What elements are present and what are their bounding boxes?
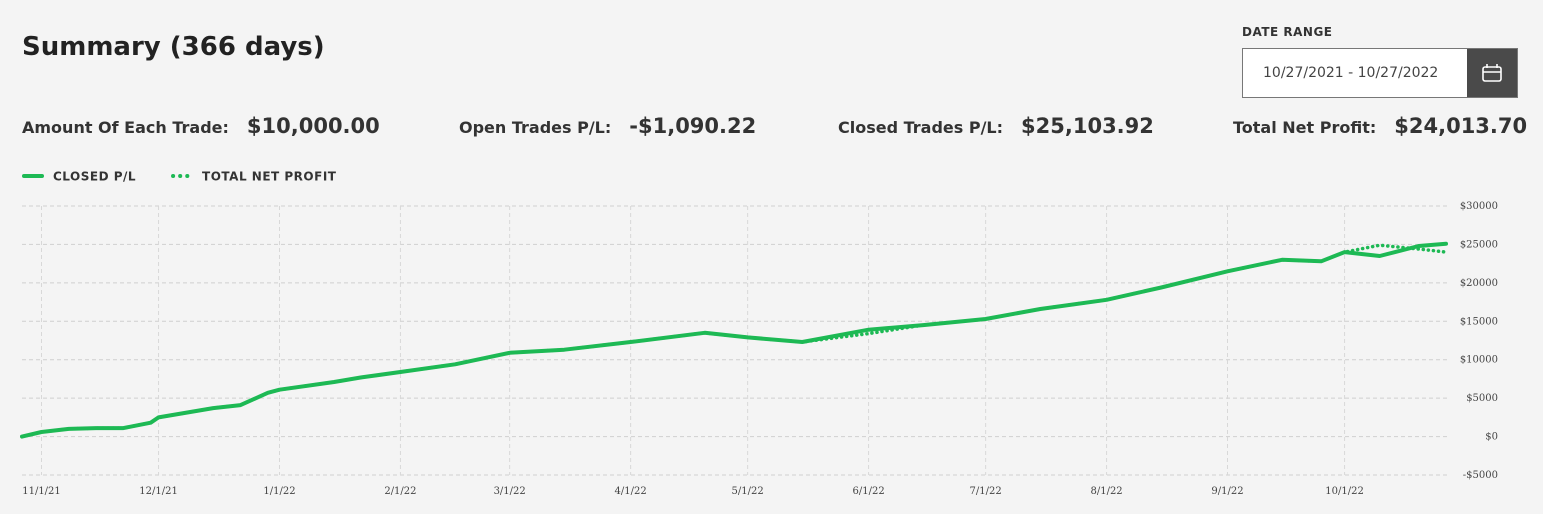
y-tick-label: $30000 [1460,201,1498,212]
x-tick-label: 1/1/22 [263,486,295,497]
calendar-icon [1482,64,1502,82]
stat-label: Total Net Profit: [1233,118,1377,137]
stat-value: $10,000.00 [246,114,380,138]
x-tick-label: 3/1/22 [494,486,526,497]
x-tick-label: 5/1/22 [732,486,764,497]
x-tick-label: 2/1/22 [384,486,416,497]
stat: Amount Of Each Trade: $10,000.00 [22,114,380,138]
x-tick-label: 9/1/22 [1211,486,1243,497]
stat-label: Open Trades P/L: [459,118,612,137]
stat-value: $25,103.92 [1021,114,1154,138]
stat-label: Amount Of Each Trade: [22,118,229,137]
y-tick-label: $5000 [1466,393,1498,404]
stat-value: $24,013.70 [1394,114,1528,138]
x-tick-label: 10/1/22 [1325,486,1364,497]
y-tick-label: $10000 [1460,355,1498,366]
closed-pl-line [20,241,1448,439]
y-tick-label: $0 [1485,432,1498,443]
legend-label: CLOSED P/L [53,170,136,184]
calendar-button[interactable] [1467,49,1517,97]
legend-label: TOTAL NET PROFIT [202,170,337,184]
stat-value: -$1,090.22 [629,114,757,138]
y-tick-label: $20000 [1460,278,1498,289]
date-range-text: 10/27/2021 - 10/27/2022 [1263,65,1439,81]
x-tick-label: 11/1/21 [22,486,61,497]
y-tick-label: $15000 [1460,316,1498,327]
stat: Open Trades P/L: -$1,090.22 [459,114,756,138]
stat: Closed Trades P/L: $25,103.92 [838,114,1154,138]
x-tick-label: 8/1/22 [1090,486,1122,497]
title: Summary (366 days) [22,32,325,62]
x-tick-label: 12/1/21 [139,486,178,497]
x-tick-label: 6/1/22 [853,486,885,497]
x-tick-label: 7/1/22 [970,486,1002,497]
date-range-input[interactable]: 10/27/2021 - 10/27/2022 [1242,48,1518,98]
x-tick-label: 4/1/22 [615,486,647,497]
y-tick-label: -$5000 [1463,470,1498,481]
net-profit-line [20,243,1448,439]
y-tick-label: $25000 [1460,239,1498,250]
stat-label: Closed Trades P/L: [838,118,1004,137]
date-range-label: DATE RANGE [1242,25,1333,39]
stat: Total Net Profit: $24,013.70 [1233,114,1527,138]
